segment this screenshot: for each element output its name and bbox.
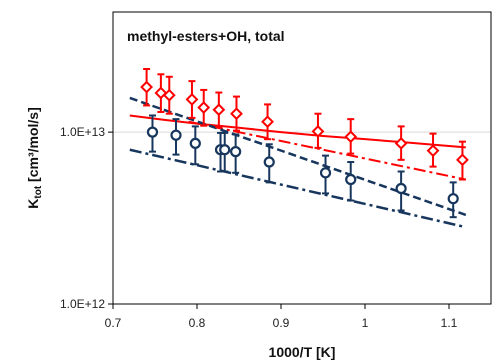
model-line-dashdot — [129, 148, 467, 229]
y-axis-label-subscript: tot — [33, 185, 44, 198]
model-lines — [129, 96, 467, 229]
diamond-marker — [456, 153, 469, 167]
circle-marker — [146, 126, 159, 138]
data-point-circle — [345, 161, 357, 202]
y-axis-label-main: K — [25, 199, 41, 209]
x-axis-label: 1000/T [K] — [269, 344, 336, 360]
data-point-diamond — [140, 67, 154, 107]
circle-marker — [395, 182, 407, 195]
data-point-diamond — [426, 132, 440, 168]
circle-marker — [319, 167, 332, 179]
chart-annotation: methyl-esters+OH, total — [127, 28, 285, 44]
data-point-diamond — [344, 118, 358, 155]
x-tick-label: 0.9 — [273, 316, 290, 330]
diamond-marker — [140, 80, 154, 94]
data-point-diamond — [394, 125, 408, 161]
data-point-diamond — [185, 80, 199, 119]
data-point-diamond — [261, 103, 274, 141]
data-point-circle — [219, 131, 231, 173]
data-point-diamond — [311, 112, 325, 149]
data-point-diamond — [230, 95, 243, 132]
diamond-marker — [212, 103, 226, 117]
data-point-diamond — [456, 140, 469, 181]
circle-marker — [263, 156, 275, 168]
circle-marker — [219, 144, 231, 156]
diamond-marker — [261, 115, 274, 129]
model-line-solid — [129, 114, 466, 149]
x-tick-label: 1.1 — [441, 316, 458, 330]
diamond-marker — [394, 136, 408, 150]
data-point-circle — [447, 181, 459, 219]
data-point-circle — [146, 114, 159, 153]
circle-marker — [189, 137, 201, 149]
data-point-diamond — [197, 88, 211, 127]
data-point-circle — [319, 154, 332, 195]
plot-area — [112, 11, 492, 305]
axes: 0.7 0.8 0.9 1 1.1 1.0E+12 1.0E+13 — [60, 125, 458, 330]
y-axis-label: Ktot [cm³/mol/s] — [25, 107, 44, 208]
circle-marker — [170, 129, 182, 141]
data-points — [140, 67, 469, 219]
x-tick-label: 1 — [362, 316, 369, 330]
data-point-circle — [395, 170, 407, 212]
x-tick-label: 0.8 — [189, 316, 206, 330]
diamond-marker — [162, 88, 176, 102]
diamond-marker — [311, 124, 325, 138]
circle-marker — [345, 173, 357, 186]
model-line-dashed — [129, 96, 467, 217]
y-tick-label: 1.0E+13 — [60, 125, 105, 139]
data-point-circle — [263, 143, 275, 184]
data-point-circle — [189, 125, 201, 166]
y-axis-label-units: [cm³/mol/s] — [25, 107, 41, 186]
circle-marker — [447, 193, 459, 205]
x-tick-label: 0.7 — [105, 316, 122, 330]
diamond-marker — [344, 130, 358, 144]
y-tick-label: 1.0E+12 — [60, 297, 105, 311]
data-point-circle — [170, 118, 182, 156]
data-point-diamond — [162, 75, 176, 115]
diamond-marker — [185, 93, 199, 106]
diamond-marker — [230, 107, 243, 121]
diamond-marker — [426, 144, 440, 158]
data-point-circle — [230, 133, 242, 174]
circle-marker — [230, 146, 242, 158]
data-point-diamond — [212, 91, 226, 129]
diamond-marker — [197, 101, 211, 114]
